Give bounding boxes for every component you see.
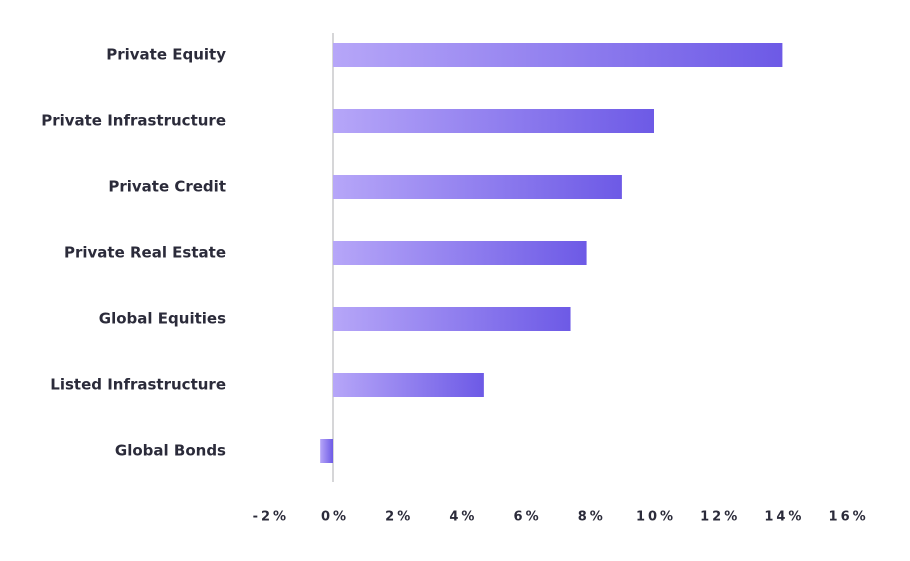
bar — [333, 175, 622, 199]
x-tick-label: 8% — [578, 510, 606, 525]
bar — [333, 373, 484, 397]
bar — [333, 241, 587, 265]
y-tick-label: Private Credit — [108, 178, 226, 196]
y-tick-label: Private Infrastructure — [41, 112, 226, 130]
y-tick-label: Global Bonds — [115, 442, 226, 460]
y-tick-label: Global Equities — [99, 310, 226, 328]
y-tick-label: Private Real Estate — [64, 244, 226, 262]
bar — [333, 43, 783, 67]
x-tick-label: 16% — [829, 510, 869, 525]
x-tick-label: 0% — [321, 510, 349, 525]
x-tick-label: 2% — [385, 510, 413, 525]
x-tick-label: 6% — [514, 510, 542, 525]
x-tick-label: -2% — [253, 510, 289, 525]
bar — [333, 307, 571, 331]
x-tick-label: 14% — [764, 510, 804, 525]
x-tick-label: 4% — [449, 510, 477, 525]
bar — [333, 109, 654, 133]
bar — [320, 439, 333, 463]
y-tick-label: Private Equity — [106, 46, 226, 64]
x-tick-label: 10% — [636, 510, 676, 525]
y-tick-label: Listed Infrastructure — [50, 376, 226, 394]
x-tick-label: 12% — [700, 510, 740, 525]
